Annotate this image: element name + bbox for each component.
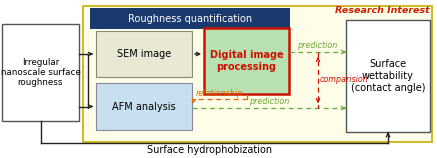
Text: Irregular
nanoscale surface
roughness: Irregular nanoscale surface roughness — [0, 58, 80, 87]
Text: Research Interest: Research Interest — [335, 6, 430, 15]
Text: comparision: comparision — [320, 76, 369, 85]
Text: prediction: prediction — [297, 41, 338, 50]
Text: relationship: relationship — [196, 89, 243, 98]
Text: prediction: prediction — [249, 97, 289, 106]
FancyBboxPatch shape — [96, 83, 192, 130]
FancyBboxPatch shape — [96, 31, 192, 77]
Text: Surface
wettability
(contact angle): Surface wettability (contact angle) — [351, 59, 425, 93]
FancyBboxPatch shape — [204, 28, 289, 94]
Text: Roughness quantification: Roughness quantification — [128, 13, 252, 24]
Text: AFM analysis: AFM analysis — [112, 101, 176, 112]
FancyBboxPatch shape — [83, 6, 432, 142]
Text: Digital image
processing: Digital image processing — [210, 50, 283, 72]
Text: SEM image: SEM image — [117, 49, 171, 59]
FancyBboxPatch shape — [2, 24, 79, 121]
FancyBboxPatch shape — [90, 8, 290, 29]
Text: Surface hydrophobization: Surface hydrophobization — [147, 145, 273, 155]
FancyBboxPatch shape — [346, 20, 430, 132]
